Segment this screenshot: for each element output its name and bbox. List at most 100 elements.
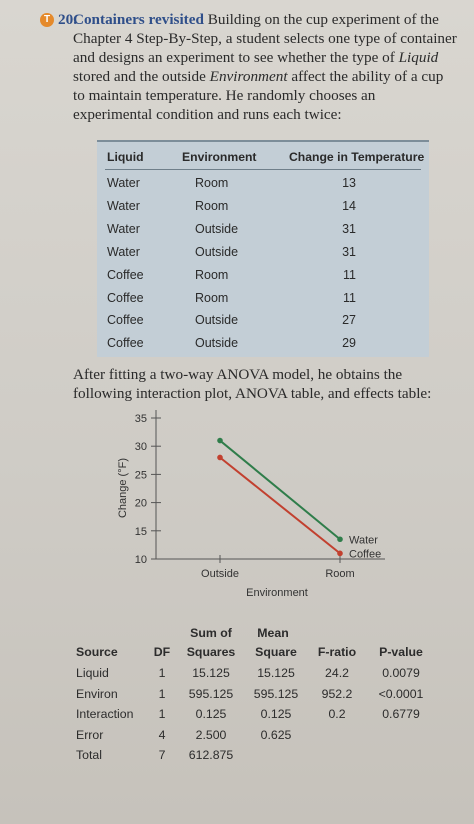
y-tick-label: 10 <box>135 554 147 566</box>
anova-cell: 1 <box>158 666 166 680</box>
cell-liquid: Coffee <box>107 267 144 282</box>
cell-environment: Outside <box>195 221 239 236</box>
header-rule <box>105 169 421 170</box>
problem-title: Containers revisited <box>73 11 204 28</box>
technology-badge-icon: T <box>40 13 54 27</box>
anova-header: Source <box>76 645 118 659</box>
anova-cell: 0.125 <box>260 707 292 721</box>
problem-text-1: Building on the cup experiment of the Ch… <box>73 11 457 66</box>
cell-liquid: Coffee <box>107 313 144 328</box>
anova-cell: 952.2 <box>321 686 353 701</box>
x-axis-label: Environment <box>246 587 308 599</box>
data-point-water <box>337 536 343 543</box>
table-row: Coffee Room 11 <box>97 288 429 310</box>
y-axis-label: Change (°F) <box>117 458 129 518</box>
anova-cell: Interaction <box>76 707 134 721</box>
data-point-water <box>217 437 223 444</box>
cell-change: 31 <box>342 244 356 259</box>
problem-number: 20. <box>58 11 77 28</box>
y-tick-label: 25 <box>135 469 147 481</box>
anova-header: Squares <box>186 645 236 659</box>
cell-liquid: Coffee <box>107 290 144 305</box>
header-change: Change in Temperature <box>289 150 425 164</box>
header-sum-of: Sum of <box>190 626 232 640</box>
anova-cell: 0.2 <box>328 707 346 721</box>
y-tick-label: 20 <box>135 498 147 510</box>
table-row: Coffee Outside 27 <box>97 310 429 332</box>
anova-cell: 0.625 <box>260 727 292 742</box>
legend-coffee: Coffee <box>349 548 381 560</box>
anova-header: DF <box>153 645 171 659</box>
anova-cell: 595.125 <box>188 686 234 701</box>
cell-environment: Room <box>195 290 229 305</box>
anova-cell: 0.6779 <box>382 707 420 721</box>
cell-liquid: Water <box>107 244 140 259</box>
cell-environment: Room <box>195 176 229 190</box>
cell-change: 14 <box>342 198 356 213</box>
anova-cell: 595.125 <box>253 686 299 701</box>
cell-change: 31 <box>342 221 356 236</box>
anova-cell: Liquid <box>76 666 109 680</box>
y-tick-label: 30 <box>135 441 147 453</box>
anova-cell: 15.125 <box>192 666 230 680</box>
cell-change: 29 <box>342 336 356 351</box>
cell-liquid: Coffee <box>107 336 144 351</box>
anova-cell: 2.500 <box>195 727 227 742</box>
y-tick-label: 35 <box>135 413 147 425</box>
cell-change: 11 <box>343 267 356 282</box>
header-liquid: Liquid <box>107 150 144 164</box>
cell-change: 13 <box>342 176 356 190</box>
anova-cell: 0.125 <box>195 707 227 721</box>
data-point-coffee <box>217 454 223 461</box>
data-point-coffee <box>337 550 343 557</box>
anova-cell: 7 <box>158 748 166 762</box>
series-line-water <box>219 439 341 541</box>
anova-cell: Total <box>76 748 102 762</box>
anova-header: P-value <box>379 645 423 659</box>
cell-liquid: Water <box>107 221 140 236</box>
cell-change: 27 <box>342 313 356 328</box>
table-row: Water Room 14 <box>97 196 429 218</box>
anova-cell: 0.0079 <box>382 666 420 680</box>
x-tick-label: Room <box>325 568 354 580</box>
cell-change: 11 <box>343 290 356 305</box>
anova-cell: 24.2 <box>325 666 349 680</box>
table-row: Coffee Outside 29 <box>97 333 429 355</box>
liquid-term: Liquid <box>398 49 439 66</box>
x-tick-label: Outside <box>201 568 239 580</box>
header-mean: Mean <box>257 626 289 640</box>
table-row: Water Outside 31 <box>97 242 429 264</box>
anova-cell: 15.125 <box>257 666 295 680</box>
header-environment: Environment <box>182 150 257 164</box>
environment-term: Environment <box>209 68 288 85</box>
data-table: Liquid Environment Change in Temperature… <box>97 140 429 357</box>
intro-paragraph: After fitting a two-way ANOVA model, he … <box>73 366 432 402</box>
cell-environment: Room <box>195 267 229 282</box>
anova-cell: Error <box>76 727 104 742</box>
cell-environment: Room <box>195 198 229 213</box>
anova-header: Square <box>255 645 297 659</box>
table-row: Coffee Room 11 <box>97 265 429 287</box>
cell-environment: Outside <box>195 313 239 328</box>
anova-cell: 1 <box>158 707 166 721</box>
cell-environment: Outside <box>195 244 239 259</box>
cell-liquid: Water <box>107 198 140 213</box>
table-row: Water Outside 31 <box>97 219 429 241</box>
y-tick-label: 15 <box>135 526 147 538</box>
anova-cell: 4 <box>158 727 166 742</box>
anova-header: F-ratio <box>317 645 357 659</box>
problem-text-3: affect the ability of a cup to maintain … <box>73 68 444 123</box>
table-row: Water Room 13 <box>97 173 429 195</box>
legend-water: Water <box>349 534 378 546</box>
series-line-coffee <box>219 456 341 555</box>
problem-text-2: stored and the outside <box>73 68 210 85</box>
anova-cell: 1 <box>158 686 166 701</box>
anova-cell: <0.0001 <box>378 686 424 701</box>
anova-cell: Environ <box>76 686 118 701</box>
cell-liquid: Water <box>107 176 140 190</box>
anova-cell: 612.875 <box>188 748 234 762</box>
cell-environment: Outside <box>195 336 239 351</box>
problem-statement: 20. Containers revisited Building on the … <box>58 10 458 124</box>
